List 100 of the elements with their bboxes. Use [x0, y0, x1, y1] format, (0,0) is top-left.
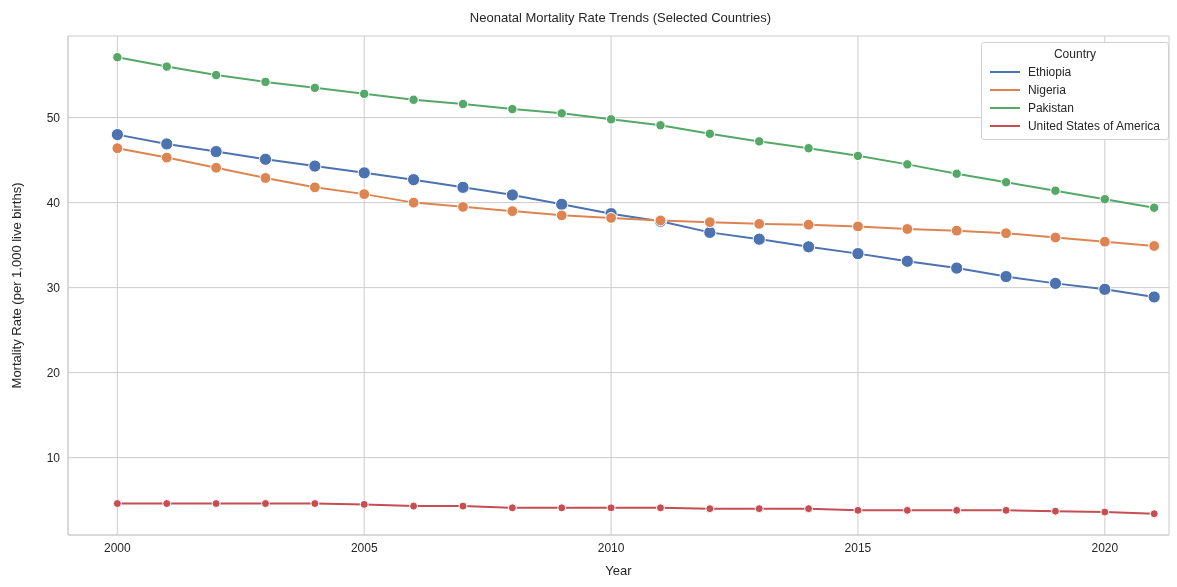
point	[160, 137, 174, 151]
y-tick-label: 30	[46, 280, 61, 295]
point	[507, 503, 517, 513]
legend-title: Country	[1052, 47, 1097, 61]
x-tick-label: 2000	[104, 540, 132, 555]
point	[457, 98, 469, 110]
legend-label: Pakistan	[1027, 101, 1074, 115]
y-tick-label: 20	[46, 365, 61, 380]
point	[851, 247, 865, 261]
point	[308, 181, 321, 194]
point	[458, 501, 468, 511]
point	[1148, 202, 1160, 213]
point	[1050, 506, 1060, 516]
point	[1001, 505, 1011, 515]
legend-label: United States of America	[1027, 119, 1160, 133]
point	[754, 504, 764, 514]
point	[555, 209, 568, 222]
point	[507, 103, 518, 115]
point	[802, 218, 815, 231]
legend-label: Ethiopia	[1027, 65, 1072, 79]
point	[804, 504, 814, 514]
legend-label: Nigeria	[1027, 83, 1066, 97]
point	[803, 143, 814, 154]
point	[210, 161, 223, 174]
point	[1000, 227, 1012, 240]
point	[1099, 194, 1111, 205]
point	[703, 216, 716, 229]
x-tick-label: 2010	[597, 540, 625, 555]
point	[258, 152, 273, 166]
point	[210, 69, 222, 81]
point	[505, 188, 519, 202]
point	[1149, 509, 1159, 519]
point	[359, 88, 370, 100]
point	[310, 499, 320, 509]
point	[703, 225, 717, 239]
point	[308, 159, 322, 173]
point	[605, 212, 617, 224]
point	[555, 197, 569, 211]
point	[407, 196, 420, 209]
y-tick-label: 50	[46, 110, 61, 125]
point	[655, 503, 665, 513]
y-tick-label: 40	[46, 195, 61, 210]
x-tick-label: 2020	[1091, 540, 1119, 555]
point	[1000, 177, 1012, 188]
point	[1098, 235, 1111, 248]
point	[160, 151, 173, 164]
point	[950, 261, 964, 275]
point	[111, 142, 124, 155]
point	[1098, 282, 1112, 296]
point	[999, 269, 1013, 284]
point	[557, 503, 567, 513]
point	[457, 200, 469, 213]
point	[852, 150, 864, 162]
point	[260, 76, 271, 88]
point	[1147, 290, 1161, 304]
x-tick-label: 2005	[350, 540, 378, 555]
point	[506, 205, 519, 218]
point	[754, 136, 765, 147]
point	[259, 172, 272, 184]
point	[705, 504, 715, 514]
point	[309, 82, 321, 94]
point	[162, 499, 172, 509]
point	[901, 223, 914, 235]
x-axis-title: Year	[605, 563, 633, 578]
point	[1048, 276, 1063, 290]
point	[359, 499, 369, 509]
point	[357, 166, 371, 180]
point	[408, 94, 419, 105]
point	[409, 501, 419, 511]
point	[456, 180, 470, 194]
y-tick-label: 10	[46, 450, 61, 465]
point	[112, 499, 122, 509]
point	[1100, 507, 1110, 517]
point	[1148, 240, 1161, 252]
point	[358, 188, 371, 201]
point	[900, 254, 914, 268]
point	[161, 61, 172, 72]
point	[110, 128, 124, 142]
chart-title: Neonatal Mortality Rate Trends (Selected Countries)	[468, 10, 773, 25]
point	[606, 503, 616, 513]
x-tick-label: 2015	[844, 540, 872, 555]
point	[211, 499, 221, 509]
point	[655, 120, 666, 131]
point	[260, 499, 270, 509]
point	[950, 224, 963, 237]
point	[752, 232, 766, 246]
point	[556, 108, 567, 119]
point	[902, 159, 913, 170]
point	[1050, 185, 1061, 196]
point	[902, 505, 912, 515]
point	[605, 114, 617, 125]
point	[753, 217, 766, 230]
point	[852, 220, 864, 233]
point	[704, 128, 716, 139]
y-axis-title: Mortality Rate (per 1,000 live births)	[8, 182, 24, 389]
point	[112, 52, 123, 63]
point	[1049, 231, 1062, 244]
point	[209, 145, 223, 159]
point	[853, 505, 863, 515]
point	[952, 505, 962, 515]
